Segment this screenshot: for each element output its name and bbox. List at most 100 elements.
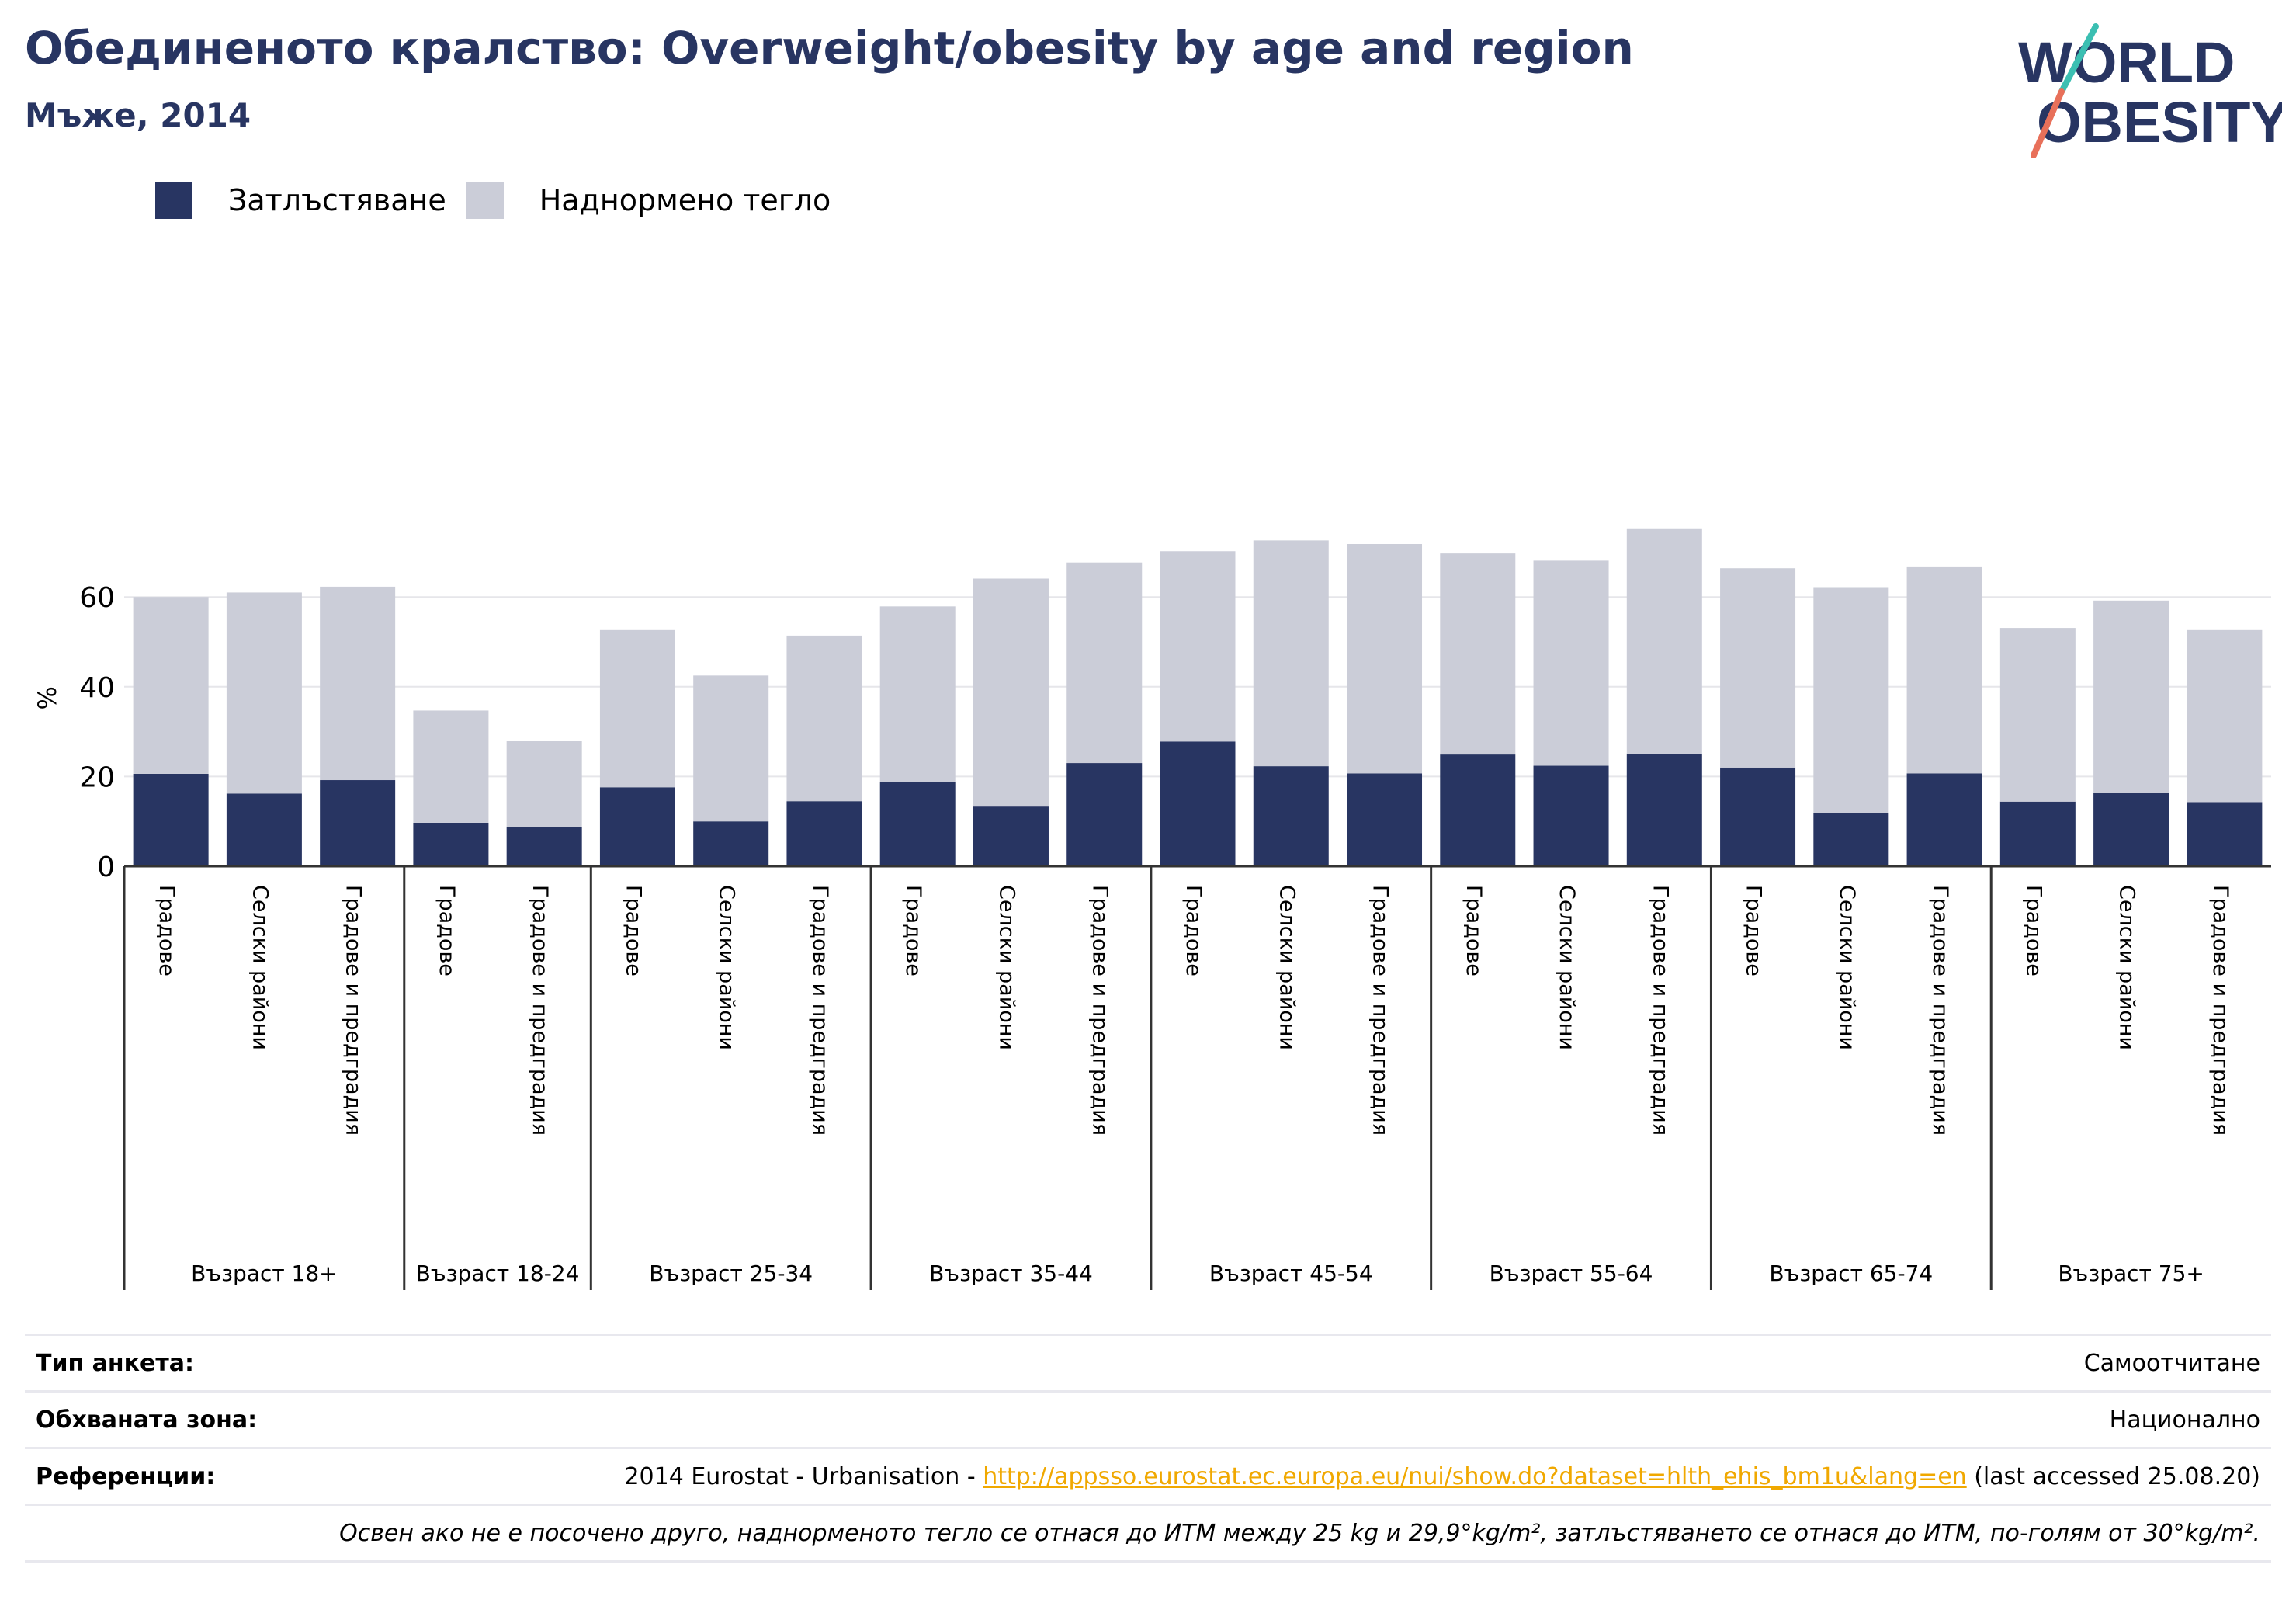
- x-category-label: Градове и предградия: [1368, 885, 1393, 1136]
- legend-swatch-obesity: [155, 182, 192, 219]
- y-tick-label: 20: [79, 761, 115, 793]
- reference-link[interactable]: http://appsso.eurostat.ec.europa.eu/nui/…: [983, 1462, 1967, 1490]
- stacked-bar-chart: 0 20 40 60% Градове Селски райони Градове и пр…: [33, 528, 2271, 1290]
- svg-text:OBESITY: OBESITY: [2037, 90, 2282, 154]
- bar-obesity: [1720, 767, 1796, 866]
- definition-note: Освен ако не е посочено друго, наднормен…: [339, 1519, 2260, 1547]
- bar-obesity: [1440, 754, 1516, 866]
- bar-obesity: [693, 821, 769, 866]
- world-obesity-logo: WORLD OBESITY: [2018, 23, 2282, 158]
- bar-obesity: [599, 787, 675, 866]
- x-category-label: Селски райони: [248, 885, 272, 1050]
- bar-obesity: [320, 780, 396, 866]
- info-row-references: Референции: 2014 Eurostat - Urbanisation…: [25, 1447, 2271, 1504]
- x-category-label: Градове и предградия: [1648, 885, 1672, 1136]
- bar-obesity: [786, 801, 862, 866]
- bar-obesity: [1160, 741, 1236, 866]
- bar-obesity: [1533, 765, 1609, 866]
- bar-overweight: [2093, 600, 2169, 793]
- bar-overweight: [226, 592, 302, 794]
- x-category-label: Градове и предградия: [1088, 885, 1112, 1136]
- group-label: Възраст 18+: [191, 1261, 338, 1286]
- bar-overweight: [1066, 562, 1143, 764]
- bar-overweight: [879, 606, 956, 782]
- group-label: Възраст 55-64: [1490, 1261, 1653, 1286]
- legend-label-obesity: Затлъстяване: [228, 183, 446, 217]
- group-label: Възраст 35-44: [929, 1261, 1093, 1286]
- coverage-area-value: Национално: [2109, 1406, 2260, 1434]
- bar-overweight: [413, 710, 489, 823]
- bar-obesity: [879, 782, 956, 866]
- x-category-label: Селски райони: [1835, 885, 1859, 1050]
- x-category-label: Селски райони: [2115, 885, 2139, 1050]
- bar-overweight: [1160, 551, 1236, 742]
- info-row-survey: Тип анкета: Самоотчитане: [25, 1334, 2271, 1390]
- svg-text:WORLD: WORLD: [2018, 30, 2235, 95]
- legend-swatch-overweight: [466, 182, 504, 219]
- x-category-label: Селски райони: [715, 885, 739, 1050]
- x-category-label: Градове и предградия: [1928, 885, 1952, 1136]
- bar-overweight: [133, 597, 209, 774]
- page-title: Обединеното кралство: Overweight/obesity…: [25, 22, 1634, 75]
- x-category-label: Градове: [2021, 885, 2045, 976]
- group-label: Възраст 65-74: [1769, 1261, 1933, 1286]
- info-row-area: Обхваната зона: Национално: [25, 1390, 2271, 1447]
- bar-obesity: [2093, 793, 2169, 866]
- x-category-label: Градове: [435, 885, 459, 976]
- bar-overweight: [1999, 628, 2076, 802]
- bar-obesity: [133, 773, 209, 866]
- page-subtitle: Мъже, 2014: [25, 96, 251, 134]
- bar-obesity: [226, 793, 302, 866]
- bar-overweight: [786, 635, 862, 802]
- bar-obesity: [1906, 773, 1982, 866]
- reference-prefix: 2014 Eurostat - Urbanisation -: [624, 1462, 983, 1490]
- references-value: 2014 Eurostat - Urbanisation - http://ap…: [624, 1463, 2271, 1490]
- y-tick-label: 0: [97, 852, 115, 883]
- reference-suffix: (last accessed 25.08.20): [1966, 1462, 2260, 1490]
- bar-overweight: [1720, 568, 1796, 768]
- chart-legend: Затлъстяване Наднормено тегло: [155, 180, 851, 220]
- x-category-label: Градове: [1181, 885, 1205, 976]
- bar-overweight: [2187, 629, 2263, 803]
- bar-overweight: [1813, 587, 1889, 813]
- bar-overweight: [599, 629, 675, 788]
- legend-label-overweight: Наднормено тегло: [539, 183, 831, 217]
- x-category-label: Селски райони: [1555, 885, 1579, 1050]
- bar-overweight: [1440, 553, 1516, 755]
- x-category-label: Селски райони: [1275, 885, 1299, 1050]
- group-label: Възраст 25-34: [649, 1261, 813, 1286]
- x-category-label: Градове: [1742, 885, 1766, 976]
- bar-overweight: [1906, 566, 1982, 774]
- x-category-label: Градове: [1462, 885, 1486, 976]
- legend-item-overweight[interactable]: Наднормено тегло: [466, 182, 831, 219]
- x-category-label: Градове и предградия: [528, 885, 552, 1136]
- bar-obesity: [1253, 766, 1329, 866]
- y-tick-label: 60: [79, 582, 115, 614]
- x-category-label: Градове: [621, 885, 645, 976]
- bar-overweight: [973, 578, 1049, 807]
- bar-obesity: [1347, 773, 1423, 866]
- group-label: Възраст 45-54: [1209, 1261, 1373, 1286]
- bar-obesity: [2187, 802, 2263, 866]
- x-category-label: Градове: [901, 885, 925, 976]
- group-label: Възраст 18-24: [416, 1261, 580, 1286]
- x-category-label: Градове и предградия: [808, 885, 832, 1136]
- bar-obesity: [973, 806, 1049, 866]
- y-tick-label: 40: [79, 672, 115, 704]
- coverage-area-label: Обхваната зона:: [36, 1406, 258, 1434]
- bar-obesity: [413, 822, 489, 866]
- bar-obesity: [1813, 813, 1889, 866]
- bar-overweight: [693, 675, 769, 822]
- bar-overweight: [506, 741, 582, 827]
- bar-overweight: [1253, 540, 1329, 767]
- legend-item-obesity[interactable]: Затлъстяване: [155, 182, 446, 219]
- bar-overweight: [1533, 560, 1609, 766]
- survey-type-value: Самоотчитане: [2083, 1349, 2260, 1377]
- x-category-label: Градове и предградия: [2208, 885, 2232, 1136]
- bar-overweight: [1626, 528, 1702, 754]
- bar-obesity: [506, 827, 582, 866]
- bar-obesity: [1626, 753, 1702, 866]
- bar-obesity: [1066, 763, 1143, 866]
- x-category-label: Градове: [154, 885, 179, 976]
- references-label: Референции:: [36, 1462, 216, 1490]
